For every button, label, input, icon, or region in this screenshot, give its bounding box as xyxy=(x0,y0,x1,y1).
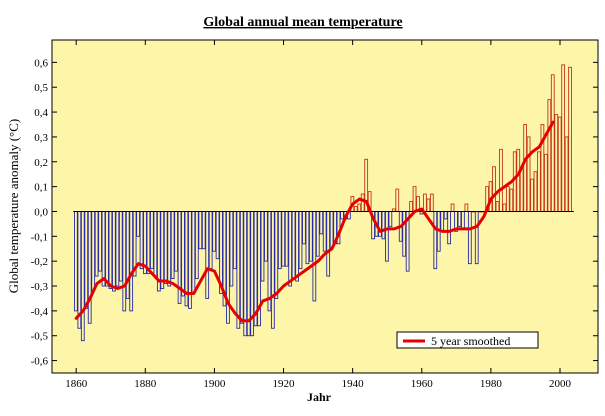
y-axis: 0,6 0,5 0,4 0,3 0,2 0,1 0,0 -0,1 -0,2 -0,3 -0,4 -0,… xyxy=(31,57,598,368)
y-tick-label: 0,3 xyxy=(34,132,48,144)
y-tick-label: 0,4 xyxy=(34,107,48,119)
smoothed-line xyxy=(74,120,555,323)
x-tick-label: 1860 xyxy=(65,378,88,390)
y-tick-label: -0,1 xyxy=(31,231,48,243)
y-tick-label: -0,3 xyxy=(31,281,49,293)
y-tick-label: 0,0 xyxy=(34,206,48,218)
y-tick-label: -0,2 xyxy=(31,256,48,268)
y-tick-label: -0,4 xyxy=(31,306,49,318)
x-tick-label: 1980 xyxy=(480,378,503,390)
x-tick-label: 1920 xyxy=(273,378,296,390)
x-tick-label: 1900 xyxy=(203,378,226,390)
x-axis: 1860 1880 1900 1920 1940 1960 1980 2000 xyxy=(65,40,571,390)
x-tick-label: 1880 xyxy=(134,378,157,390)
legend-label: 5 year smoothed xyxy=(431,334,510,348)
legend: 5 year smoothed xyxy=(396,331,539,349)
x-tick-label: 2000 xyxy=(549,378,572,390)
y-tick-label: 0,2 xyxy=(34,157,48,169)
y-tick-label: 0,5 xyxy=(34,82,48,94)
y-tick-label: -0,6 xyxy=(31,356,49,368)
x-axis-title: Jahr xyxy=(307,390,332,404)
x-tick-label: 1960 xyxy=(411,378,434,390)
x-tick-label: 1940 xyxy=(342,378,365,390)
y-axis-title: Global temperature anomaly (°C) xyxy=(6,119,21,294)
y-tick-label: 0,6 xyxy=(34,57,48,69)
chart-title: Global annual mean temperature xyxy=(203,15,402,30)
y-tick-label: 0,1 xyxy=(34,182,48,194)
plot-area xyxy=(51,39,599,374)
legend-box xyxy=(396,331,539,349)
y-tick-label: -0,5 xyxy=(31,331,49,343)
